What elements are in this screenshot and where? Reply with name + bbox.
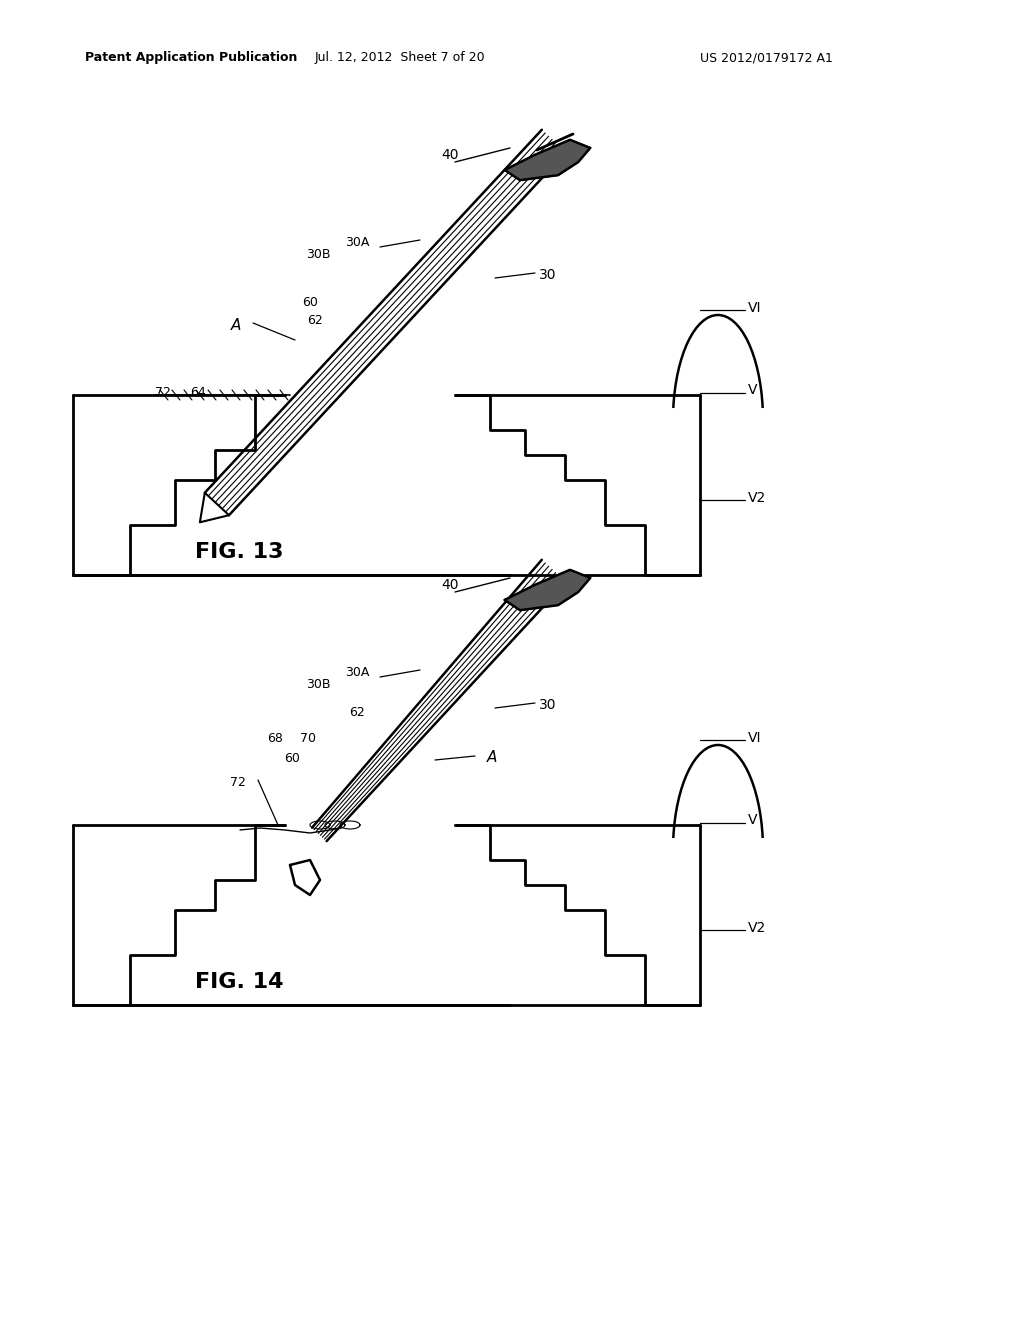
- Text: 30B: 30B: [306, 248, 331, 261]
- Text: V: V: [748, 383, 758, 397]
- Text: 62: 62: [307, 314, 323, 326]
- Text: VI: VI: [748, 731, 762, 744]
- Text: 70: 70: [300, 731, 316, 744]
- Text: FIG. 14: FIG. 14: [195, 972, 284, 993]
- Text: 30A: 30A: [345, 235, 370, 248]
- Text: 60: 60: [284, 751, 300, 764]
- Text: A: A: [486, 751, 498, 766]
- Text: 64: 64: [190, 387, 206, 400]
- Text: Patent Application Publication: Patent Application Publication: [85, 51, 297, 65]
- Polygon shape: [505, 140, 590, 180]
- Text: 62: 62: [349, 705, 365, 718]
- Text: VI: VI: [748, 301, 762, 315]
- Text: 30: 30: [540, 698, 557, 711]
- Text: 72: 72: [155, 387, 171, 400]
- Text: V2: V2: [748, 491, 766, 506]
- Text: 40: 40: [441, 578, 459, 591]
- Polygon shape: [505, 570, 590, 610]
- Text: 30: 30: [540, 268, 557, 282]
- Text: 68: 68: [267, 731, 283, 744]
- Text: FIG. 13: FIG. 13: [195, 543, 284, 562]
- Text: Jul. 12, 2012  Sheet 7 of 20: Jul. 12, 2012 Sheet 7 of 20: [314, 51, 485, 65]
- Text: 40: 40: [441, 148, 459, 162]
- Text: 60: 60: [302, 296, 317, 309]
- Text: 72: 72: [230, 776, 246, 788]
- Text: V2: V2: [748, 921, 766, 935]
- Text: 30A: 30A: [345, 665, 370, 678]
- Text: A: A: [230, 318, 242, 333]
- Text: V: V: [748, 813, 758, 828]
- Text: 30B: 30B: [306, 678, 331, 692]
- Text: US 2012/0179172 A1: US 2012/0179172 A1: [700, 51, 833, 65]
